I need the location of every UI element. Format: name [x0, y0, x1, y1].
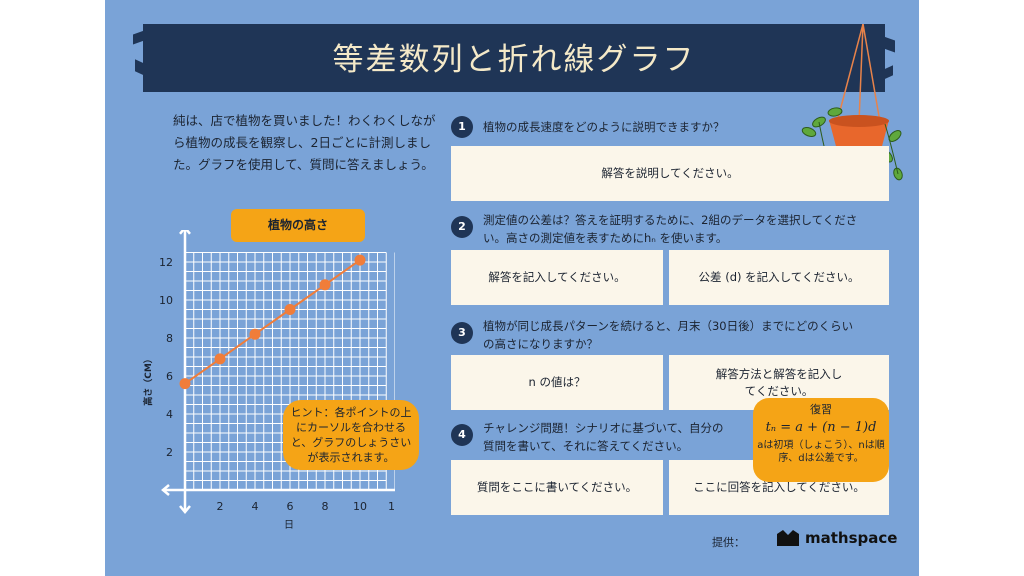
x-tick-label: 12 — [388, 500, 395, 513]
x-axis-label: 日 — [284, 520, 294, 531]
x-tick-label: 4 — [252, 500, 259, 513]
y-axis-arrow-down-icon — [179, 505, 191, 514]
y-tick-label: 10 — [159, 294, 173, 307]
y-tick-label: 8 — [166, 332, 173, 345]
x-tick-label: 8 — [322, 500, 329, 513]
question-3-text: 植物が同じ成長パターンを続けると、月末（30日後）までにどのくらいの高さになりま… — [483, 319, 854, 351]
data-point — [319, 279, 331, 291]
x-axis-arrow-left-icon — [161, 484, 170, 496]
review-formula: tₙ = a + (n − 1)d — [765, 420, 877, 435]
chart-series — [179, 254, 366, 390]
line-chart: 2 4 6 8 10 12 2 4 6 8 10 12 高さ（CM） 日 — [142, 230, 395, 531]
mathspace-logo-icon — [777, 530, 799, 546]
question-4-question-field[interactable]: 質問をここに書いてください。 — [451, 460, 663, 515]
data-point — [179, 378, 191, 390]
question-2-answer-field[interactable]: 解答を記入してください。 — [451, 250, 663, 305]
y-tick-label: 2 — [166, 446, 173, 459]
review-note: aは初項（しょこう）、nは順序、dは公差です。 — [757, 440, 885, 464]
y-tick-label: 6 — [166, 370, 173, 383]
question-3-number: 3 — [451, 322, 473, 344]
y-tick-label: 12 — [159, 256, 173, 269]
x-tick-label: 10 — [353, 500, 367, 513]
question-3-n-value-field[interactable]: n の値は？ — [451, 355, 663, 410]
y-tick-label: 4 — [166, 408, 173, 421]
title-banner: 等差数列と折れ線グラフ — [133, 24, 895, 92]
question-2-number: 2 — [451, 216, 473, 238]
chart-grid — [185, 252, 395, 490]
question-2-text: 測定値の公差は？答えを証明するために、2組のデータを選択してください。高さの測定… — [483, 213, 858, 245]
chart-tick-labels: 2 4 6 8 10 12 2 4 6 8 10 12 — [159, 256, 395, 513]
question-4-number: 4 — [451, 424, 473, 446]
question-4-text: チャレンジ問題！シナリオに基づいて、自分の質問を書いて、それに答えてください。 — [483, 421, 724, 453]
intro-text: 純は、店で植物を買いました！わくわくしながら植物の成長を観察し、2日ごとに計測し… — [173, 113, 436, 172]
y-axis-label: 高さ（CM） — [142, 354, 154, 406]
page-title: 等差数列と折れ線グラフ — [332, 42, 696, 78]
chart-title: 植物の高さ — [231, 209, 365, 242]
data-point — [354, 254, 366, 266]
brand-name: mathspace — [805, 529, 898, 547]
question-1-number: 1 — [451, 116, 473, 138]
x-tick-label: 2 — [217, 500, 224, 513]
series-line — [184, 259, 361, 385]
mathspace-brand[interactable]: mathspace — [777, 529, 897, 547]
slide: 等差数列と折れ線グラフ 純は、店で植物を買いました！わくわくしながら植物の成長を… — [105, 0, 919, 576]
data-point — [214, 353, 226, 365]
review-title: 復習 — [810, 403, 832, 416]
credit-label: 提供： — [712, 536, 745, 549]
data-point — [284, 304, 296, 315]
data-point — [249, 328, 261, 340]
question-2-common-difference-field[interactable]: 公差 (d) を記入してください。 — [669, 250, 889, 305]
question-1-answer-field[interactable]: 解答を説明してください。 — [451, 146, 889, 201]
chart-axes — [161, 230, 395, 514]
x-tick-label: 6 — [287, 500, 294, 513]
hint-bubble: ヒント：各ポイントの上にカーソルを合わせると、グラフのしょうさいが表示されます。 — [283, 400, 419, 470]
question-1-text: 植物の成長速度をどのように説明できますか？ — [483, 120, 725, 134]
review-bubble: 復習 tₙ = a + (n − 1)d aは初項（しょこう）、nは順序、dは公… — [753, 398, 889, 482]
y-axis-arrow-icon — [179, 230, 191, 235]
